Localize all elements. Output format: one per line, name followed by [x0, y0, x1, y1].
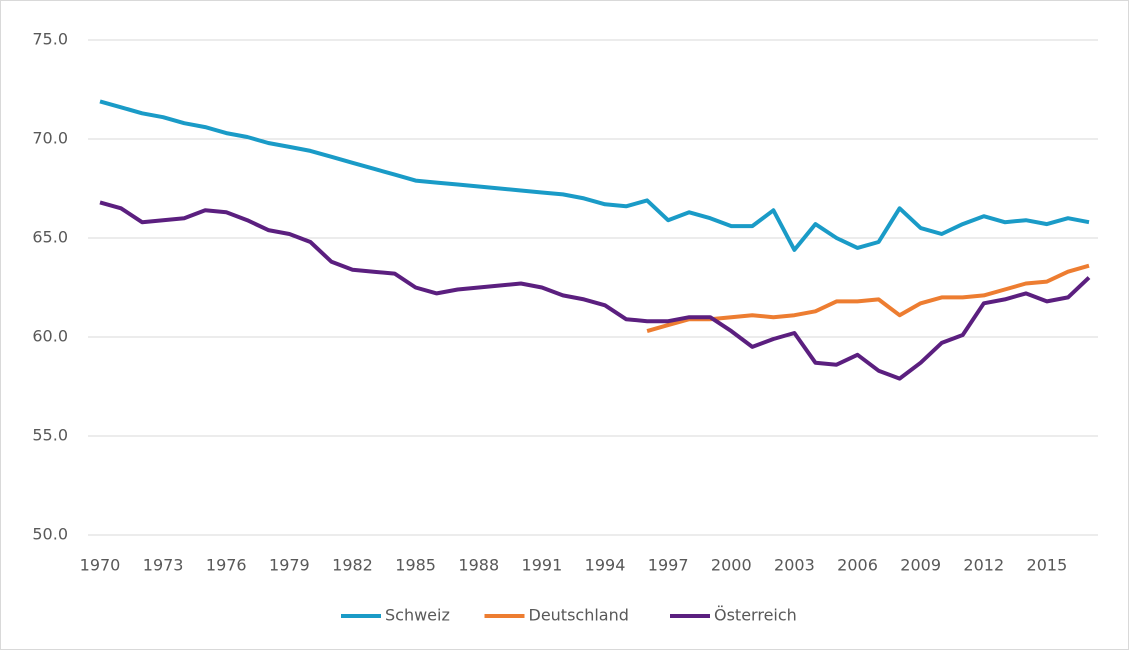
y-tick-label: 60.0: [32, 327, 68, 346]
series-line: [99, 99, 1090, 252]
legend-label: Österreich: [714, 606, 797, 625]
x-tick-label: 1985: [395, 556, 436, 575]
x-tick-label: 1988: [458, 556, 499, 575]
x-tick-label: 2000: [711, 556, 752, 575]
x-tick-label: 2012: [963, 556, 1004, 575]
legend-label: Deutschland: [529, 606, 629, 625]
x-tick-label: 1979: [269, 556, 310, 575]
x-tick-label: 1970: [80, 556, 121, 575]
y-tick-label: 50.0: [32, 525, 68, 544]
x-tick-label: 1982: [332, 556, 373, 575]
x-tick-label: 1976: [206, 556, 247, 575]
x-tick-label: 2003: [774, 556, 815, 575]
y-tick-label: 65.0: [32, 228, 68, 247]
x-tick-label: 1994: [585, 556, 626, 575]
y-tick-label: 55.0: [32, 426, 68, 445]
x-tick-label: 2006: [837, 556, 878, 575]
x-tick-label: 1991: [522, 556, 563, 575]
y-tick-label: 70.0: [32, 129, 68, 148]
x-tick-label: 2015: [1027, 556, 1068, 575]
y-tick-label: 75.0: [32, 30, 68, 49]
x-tick-label: 1997: [648, 556, 689, 575]
series-line: [99, 200, 1091, 381]
x-tick-label: 2009: [900, 556, 941, 575]
series-line: [646, 263, 1090, 334]
legend-label: Schweiz: [385, 606, 450, 625]
x-tick-label: 1973: [143, 556, 184, 575]
